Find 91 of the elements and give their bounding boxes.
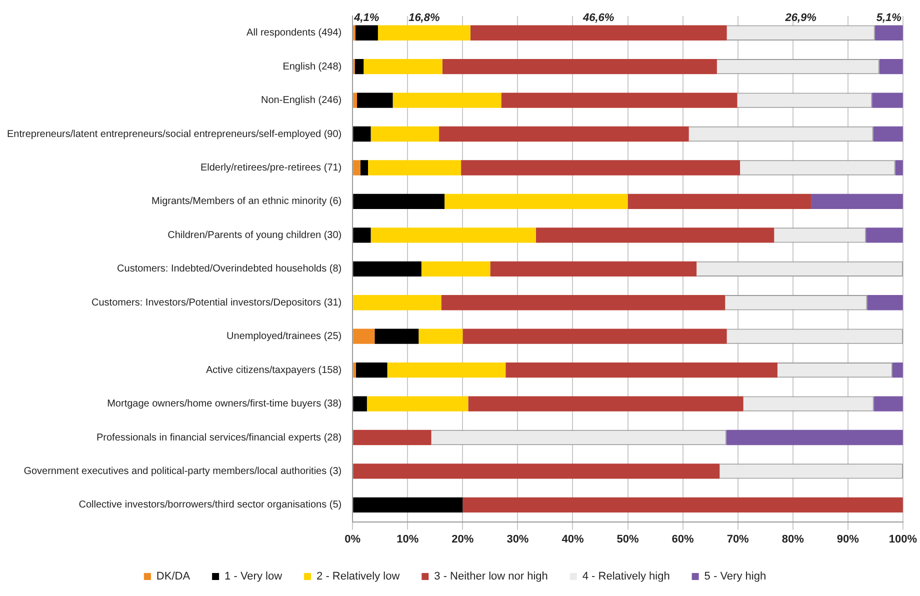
bar <box>353 328 375 344</box>
bar <box>353 430 432 446</box>
bar <box>441 295 726 310</box>
legend-label: 2 - Relatively low <box>316 570 400 583</box>
bar <box>353 362 356 378</box>
bar <box>353 194 445 210</box>
x-tick-label: 40% <box>562 533 584 546</box>
bar <box>418 328 463 344</box>
bar <box>360 160 368 176</box>
y-tick-label: Entrepreneurs/latent entrepreneurs/social entrepreneurs/self-employed (90) <box>7 128 342 140</box>
bar <box>368 160 462 176</box>
y-tick-label: Customers: Indebted/Overindebted households (8) <box>117 264 342 275</box>
x-tick-label: 100% <box>888 533 918 546</box>
x-tick-label: 50% <box>616 533 639 546</box>
y-tick-label: English (248) <box>282 61 342 72</box>
bar <box>470 25 727 40</box>
bar <box>370 126 440 142</box>
bar <box>536 228 774 243</box>
bar <box>442 58 717 74</box>
bar <box>356 362 388 378</box>
legend-label: 3 - Neither low nor high <box>434 570 548 583</box>
bar <box>462 497 903 513</box>
bar <box>357 92 393 108</box>
bar <box>439 126 689 142</box>
bar <box>421 261 490 276</box>
bar <box>353 295 442 310</box>
bar <box>366 396 468 412</box>
x-tick-label: 0% <box>344 533 361 546</box>
y-tick-label: Mortgage owners/home owners/first-time buyers (38) <box>107 398 342 410</box>
y-tick-label: Collective investors/borrowers/third sector organisations (5) <box>78 500 342 511</box>
bar <box>370 228 536 243</box>
y-tick-label: Migrants/Members of an ethnic minority (6) <box>152 196 342 208</box>
data-label: 16,8% <box>408 12 440 24</box>
y-tick-label: Government executives and political-party members/local authorities (3) <box>24 466 342 477</box>
bar <box>462 328 727 344</box>
y-tick-label: All respondents (494) <box>246 28 342 39</box>
data-label: 4,1% <box>353 12 380 24</box>
bar <box>353 396 367 412</box>
x-tick-label: 30% <box>506 533 529 546</box>
bar <box>444 194 628 210</box>
legend-label: 5 - Very high <box>704 570 766 583</box>
bar <box>726 430 903 446</box>
bar <box>387 362 506 378</box>
bar <box>353 126 371 142</box>
bar <box>879 58 903 74</box>
y-tick-label: Elderly/retirees/pre-retirees (71) <box>200 162 342 174</box>
bar <box>501 92 738 108</box>
bar <box>353 228 371 243</box>
bar <box>628 194 812 210</box>
data-label: 26,9% <box>784 12 817 24</box>
bar <box>506 362 778 378</box>
bar <box>392 92 502 108</box>
bar <box>355 25 378 40</box>
bar <box>468 396 744 412</box>
y-tick-label: Children/Parents of young children (30) <box>168 230 342 241</box>
bar <box>353 160 360 176</box>
bar <box>378 25 470 40</box>
bar <box>354 58 364 74</box>
x-tick-label: 90% <box>836 533 860 546</box>
bar <box>867 295 903 310</box>
bar <box>873 126 903 142</box>
bar <box>811 194 903 210</box>
x-tick-label: 80% <box>782 533 804 546</box>
bar <box>461 160 740 176</box>
bar <box>353 261 422 276</box>
bar <box>874 396 903 412</box>
bar <box>490 261 697 276</box>
y-tick-label: Unemployed/trainees (25) <box>226 331 342 342</box>
bar <box>874 25 903 40</box>
bar <box>364 58 442 74</box>
x-tick-label: 10% <box>396 533 419 546</box>
legend-label: 4 - Relatively high <box>582 570 670 583</box>
bar <box>892 362 903 378</box>
bar <box>353 497 463 513</box>
bar <box>866 228 903 243</box>
legend-label: 1 - Very low <box>224 570 282 583</box>
bar <box>895 160 903 176</box>
x-tick-label: 70% <box>726 533 750 546</box>
data-label: 5,1% <box>876 12 902 24</box>
bar <box>872 92 903 108</box>
legend-label: DK/DA <box>156 570 191 583</box>
y-tick-label: Non-English (246) <box>261 95 342 106</box>
y-tick-label: Professionals in financial services/financial experts (28) <box>96 432 342 444</box>
y-tick-label: Active citizens/taxpayers (158) <box>206 364 342 376</box>
bar <box>353 464 720 479</box>
x-tick-label: 20% <box>452 533 474 546</box>
x-tick-label: 60% <box>672 533 694 546</box>
y-tick-label: Customers: Investors/Potential investors/Depositors (31) <box>92 297 342 308</box>
data-label: 46,6% <box>582 12 614 24</box>
bar <box>353 92 358 108</box>
bar <box>374 328 419 344</box>
